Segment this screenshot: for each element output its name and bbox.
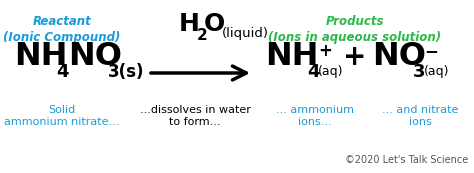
Text: +: + [343,43,367,71]
Text: Products
(Ions in aqueous solution): Products (Ions in aqueous solution) [268,15,442,44]
Text: NH: NH [14,41,67,72]
Text: (liquid): (liquid) [222,27,269,40]
Text: (aq): (aq) [424,65,449,78]
Text: ... and nitrate
ions: ... and nitrate ions [382,105,458,127]
Text: 3: 3 [413,63,426,81]
Text: Reactant
(Ionic Compound): Reactant (Ionic Compound) [3,15,121,44]
Text: ©2020 Let's Talk Science: ©2020 Let's Talk Science [345,155,468,165]
Text: Solid
ammonium nitrate...: Solid ammonium nitrate... [4,105,120,127]
Text: +: + [318,42,332,60]
Text: 4: 4 [307,63,319,81]
Text: NO: NO [68,41,122,72]
Text: O: O [204,12,225,36]
Text: ...dissolves in water
to form...: ...dissolves in water to form... [139,105,250,127]
Text: (aq): (aq) [318,65,344,78]
Text: 2: 2 [197,28,208,43]
Text: 4: 4 [56,63,69,81]
Text: 3(s): 3(s) [108,63,145,81]
Text: NH: NH [265,41,319,72]
Text: −: − [424,42,438,60]
Text: NO: NO [372,41,426,72]
Text: ... ammonium
ions...: ... ammonium ions... [276,105,354,127]
Text: H: H [179,12,200,36]
